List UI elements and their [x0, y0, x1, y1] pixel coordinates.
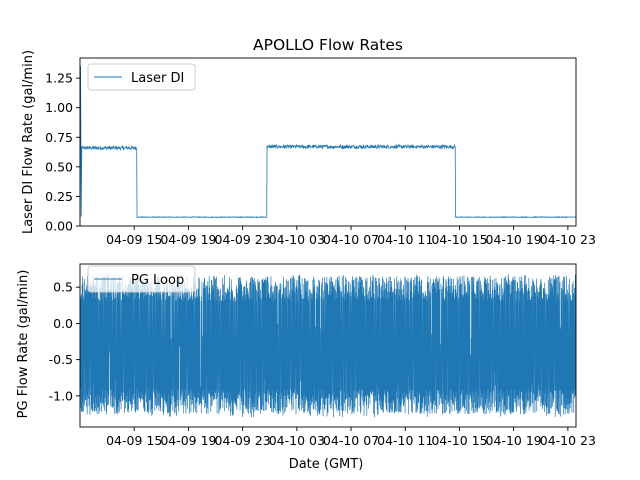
y-tick-label: 0.50 — [45, 159, 73, 174]
y-tick-label: 0.25 — [45, 189, 73, 204]
y-axis-label: Laser DI Flow Rate (gal/min) — [21, 50, 36, 234]
y-tick-label: 1.25 — [45, 71, 73, 86]
x-tick-label: 04-10 23 — [540, 433, 596, 448]
y-tick-label: 0.75 — [45, 130, 73, 145]
laser-di-chart: APOLLO Flow Rates Laser DI Flow Rate (ga… — [21, 36, 596, 247]
legend-label-pg-loop: PG Loop — [131, 273, 184, 288]
y-axis-label: PG Flow Rate (gal/min) — [16, 270, 31, 419]
x-tick-label: 04-09 15 — [106, 433, 162, 448]
x-tick-label: 04-10 19 — [486, 433, 542, 448]
x-tick-label: 04-10 03 — [269, 232, 325, 247]
x-tick-label: 04-09 23 — [215, 232, 271, 247]
x-tick-label: 04-09 19 — [160, 433, 216, 448]
y-tick-label: -1.0 — [49, 388, 73, 403]
x-tick-label: 04-10 15 — [431, 433, 487, 448]
y-tick-label: 1.00 — [45, 100, 73, 115]
x-tick-label: 04-10 11 — [377, 232, 433, 247]
y-tick-label: 0.00 — [45, 219, 73, 234]
x-tick-label: 04-10 03 — [269, 433, 325, 448]
axes-frame — [79, 57, 577, 227]
y-tick-label: 0.5 — [53, 280, 73, 295]
x-axis-label: Date (GMT) — [289, 457, 364, 472]
x-tick-label: 04-10 23 — [540, 232, 596, 247]
y-tick-label: 0.0 — [53, 316, 73, 331]
x-tick-label: 04-10 07 — [323, 433, 379, 448]
x-tick-label: 04-10 19 — [486, 232, 542, 247]
pg-loop-plot-area — [80, 274, 576, 418]
legend-box — [87, 63, 196, 91]
chart-title: APOLLO Flow Rates — [253, 36, 403, 54]
x-tick-label: 04-09 15 — [106, 232, 162, 247]
laser-di-legend: Laser DI — [87, 63, 196, 91]
series-line-pg-loop — [80, 274, 576, 418]
legend-box — [87, 265, 196, 293]
x-tick-label: 04-10 11 — [377, 433, 433, 448]
y-tick-label: -0.5 — [49, 352, 73, 367]
x-tick-label: 04-10 07 — [323, 232, 379, 247]
series-line-laser-di — [80, 66, 576, 219]
x-tick-label: 04-10 15 — [431, 232, 487, 247]
legend-label-laser-di: Laser DI — [131, 71, 184, 86]
laser-di-plot-area — [80, 66, 576, 219]
x-tick-label: 04-09 23 — [215, 433, 271, 448]
pg-loop-chart: PG Flow Rate (gal/min) Date (GMT) 04-09 … — [16, 263, 596, 472]
pg-loop-legend: PG Loop — [87, 265, 196, 293]
axes-frame — [79, 263, 577, 428]
x-tick-label: 04-09 19 — [160, 232, 216, 247]
